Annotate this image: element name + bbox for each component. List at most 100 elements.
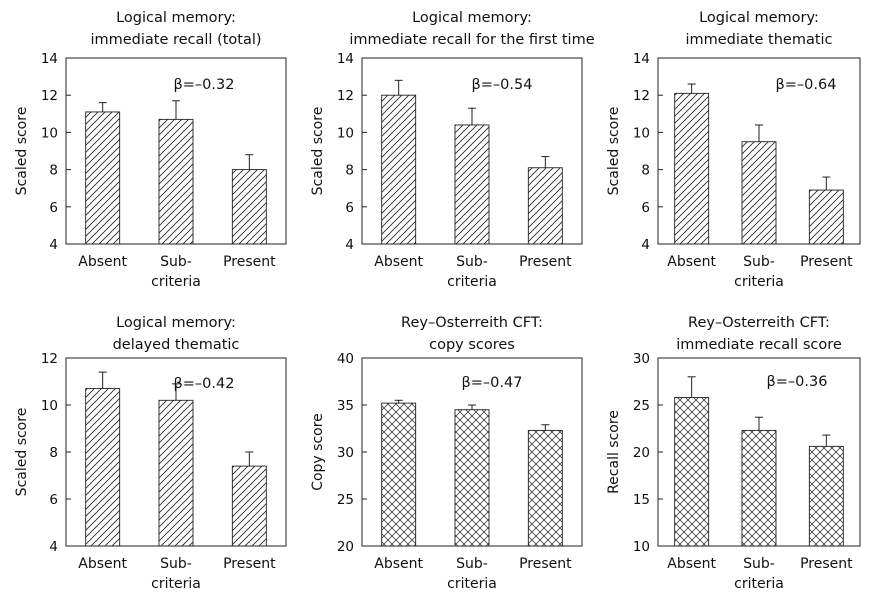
y-tick-label: 30 bbox=[337, 445, 354, 461]
y-tick-label: 30 bbox=[633, 351, 650, 367]
beta-annotation: β=–0.36 bbox=[767, 374, 828, 390]
chart-title-line: immediate recall (total) bbox=[90, 32, 261, 48]
beta-annotation: β=–0.64 bbox=[776, 77, 837, 93]
y-tick-label: 20 bbox=[337, 539, 354, 555]
y-tick-label: 35 bbox=[337, 398, 354, 414]
y-axis-label: Scaled score bbox=[606, 107, 622, 196]
category-label: criteria bbox=[734, 576, 784, 592]
category-label: Sub- bbox=[456, 556, 488, 572]
y-axis-label: Scaled score bbox=[14, 408, 30, 497]
bar bbox=[85, 111, 121, 245]
chart-title-line: delayed thematic bbox=[113, 337, 240, 353]
bar bbox=[527, 167, 563, 245]
y-tick-label: 15 bbox=[633, 492, 650, 508]
y-tick-label: 10 bbox=[41, 125, 58, 141]
y-tick-label: 10 bbox=[633, 125, 650, 141]
y-axis-label: Recall score bbox=[606, 410, 622, 494]
category-label: criteria bbox=[734, 274, 784, 290]
y-tick-label: 4 bbox=[49, 539, 58, 555]
chart-panel: Logical memory: delayed thematic 4 6 8 10 12 Sc… bbox=[14, 315, 287, 592]
chart-panel: Logical memory: immediate thematic 4 6 8 10 12… bbox=[606, 10, 861, 290]
bar bbox=[454, 409, 490, 547]
chart-panel: Logical memory: immediate recall (total) 4… bbox=[14, 10, 287, 290]
y-tick-label: 8 bbox=[49, 445, 58, 461]
category-label: Sub- bbox=[456, 254, 488, 270]
category-label: Absent bbox=[667, 254, 716, 270]
y-tick-label: 6 bbox=[641, 200, 650, 216]
category-label: Present bbox=[519, 254, 572, 270]
y-tick-label: 8 bbox=[49, 163, 58, 179]
bar bbox=[808, 189, 844, 245]
chart-title-line: Rey–Osterreith CFT: bbox=[401, 315, 543, 331]
category-label: Present bbox=[800, 556, 853, 572]
y-tick-label: 4 bbox=[49, 237, 58, 253]
bar bbox=[231, 169, 267, 245]
y-axis-label: Scaled score bbox=[310, 107, 326, 196]
category-label: Absent bbox=[78, 254, 127, 270]
category-label: Absent bbox=[374, 556, 423, 572]
y-tick-label: 10 bbox=[41, 398, 58, 414]
y-tick-label: 12 bbox=[41, 351, 58, 367]
y-tick-label: 4 bbox=[641, 237, 650, 253]
beta-annotation: β=–0.42 bbox=[174, 376, 235, 392]
bar bbox=[381, 94, 417, 245]
y-axis-label: Copy score bbox=[310, 413, 326, 491]
category-label: Absent bbox=[667, 556, 716, 572]
bar bbox=[85, 388, 121, 547]
category-label: criteria bbox=[151, 576, 201, 592]
category-label: Present bbox=[800, 254, 853, 270]
y-tick-label: 10 bbox=[633, 539, 650, 555]
y-tick-label: 14 bbox=[633, 51, 650, 67]
y-axis-label: Scaled score bbox=[14, 107, 30, 196]
chart-panel: Rey–Osterreith CFT: copy scores 20 25 30 35 40… bbox=[310, 315, 583, 592]
category-label: Sub- bbox=[743, 556, 775, 572]
bar bbox=[674, 92, 710, 245]
y-tick-label: 25 bbox=[633, 398, 650, 414]
y-tick-label: 6 bbox=[49, 492, 58, 508]
chart-title-line: copy scores bbox=[429, 337, 515, 353]
y-tick-label: 12 bbox=[41, 88, 58, 104]
y-tick-label: 6 bbox=[345, 200, 354, 216]
chart-panel: Logical memory: immediate recall for the … bbox=[310, 10, 595, 290]
bar bbox=[158, 118, 194, 245]
chart-title-line: Logical memory: bbox=[116, 10, 236, 26]
y-tick-label: 8 bbox=[345, 163, 354, 179]
category-label: Sub- bbox=[160, 556, 192, 572]
category-label: Absent bbox=[78, 556, 127, 572]
y-tick-label: 12 bbox=[337, 88, 354, 104]
bar bbox=[381, 402, 417, 547]
category-label: Absent bbox=[374, 254, 423, 270]
y-tick-label: 4 bbox=[345, 237, 354, 253]
category-label: Present bbox=[223, 254, 276, 270]
y-tick-label: 10 bbox=[337, 125, 354, 141]
beta-annotation: β=–0.32 bbox=[174, 77, 235, 93]
chart-title-line: Logical memory: bbox=[412, 10, 532, 26]
y-tick-label: 25 bbox=[337, 492, 354, 508]
chart-title-line: Logical memory: bbox=[699, 10, 819, 26]
bar bbox=[674, 397, 710, 547]
y-tick-label: 12 bbox=[633, 88, 650, 104]
bar bbox=[231, 465, 267, 547]
y-tick-label: 20 bbox=[633, 445, 650, 461]
category-label: criteria bbox=[447, 576, 497, 592]
category-label: criteria bbox=[151, 274, 201, 290]
category-label: Sub- bbox=[743, 254, 775, 270]
bar bbox=[808, 445, 844, 547]
category-label: Present bbox=[223, 556, 276, 572]
y-tick-label: 14 bbox=[41, 51, 58, 67]
category-label: criteria bbox=[447, 274, 497, 290]
y-tick-label: 14 bbox=[337, 51, 354, 67]
chart-title-line: immediate thematic bbox=[685, 32, 832, 48]
category-label: Present bbox=[519, 556, 572, 572]
chart-title-line: immediate recall score bbox=[676, 337, 842, 353]
bar bbox=[158, 399, 194, 547]
chart-title-line: immediate recall for the first time bbox=[349, 32, 594, 48]
beta-annotation: β=–0.54 bbox=[472, 77, 533, 93]
y-tick-label: 8 bbox=[641, 163, 650, 179]
chart-title-line: Logical memory: bbox=[116, 315, 236, 331]
y-tick-label: 40 bbox=[337, 351, 354, 367]
y-tick-label: 6 bbox=[49, 200, 58, 216]
chart-panel: Rey–Osterreith CFT: immediate recall scor… bbox=[606, 315, 861, 592]
chart-title-line: Rey–Osterreith CFT: bbox=[688, 315, 830, 331]
